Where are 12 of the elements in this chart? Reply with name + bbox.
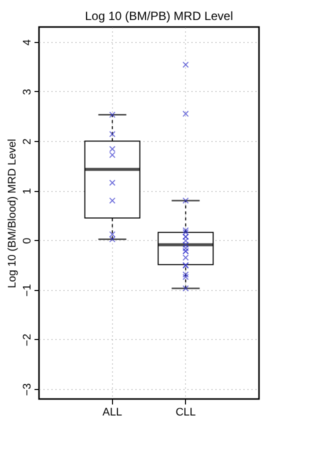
y-tick-label: 3 (22, 88, 34, 96)
x-tick-label: CLL (176, 406, 196, 418)
y-tick-label: 4 (22, 39, 34, 46)
y-tick-label: 1 (22, 188, 34, 194)
y-axis-title: Log 10 (BM/Blood) MRD Level (6, 138, 18, 288)
y-tick-label: −3 (22, 383, 34, 396)
x-tick-label: ALL (102, 406, 122, 418)
chart-title: Log 10 (BM/PB) MRD Level (84, 9, 234, 23)
y-tick-label: −2 (22, 334, 34, 346)
y-tick-label: −1 (22, 284, 34, 297)
y-tick-label: 0 (22, 238, 34, 244)
y-tick-label: 2 (22, 138, 34, 145)
